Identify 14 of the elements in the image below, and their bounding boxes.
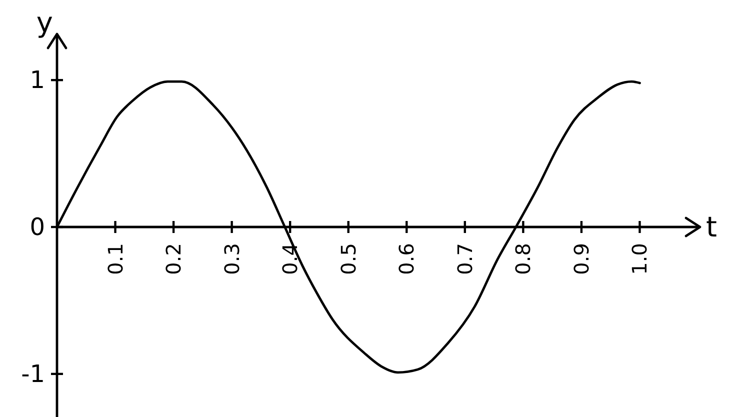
x-tick-label: 0.5 xyxy=(336,243,360,275)
y-tick-label: 1 xyxy=(30,66,45,94)
x-tick-label: 0.9 xyxy=(569,243,594,275)
x-tick-label: 0.1 xyxy=(103,243,128,275)
x-tick-label: 0.8 xyxy=(511,243,536,275)
x-tick-label: 0.7 xyxy=(452,243,477,275)
y-tick-label: -1 xyxy=(21,360,45,388)
x-axis-title: t xyxy=(706,210,717,244)
x-tick-label: 0.6 xyxy=(394,243,419,275)
y-axis-title: y xyxy=(36,6,53,39)
x-tick-label: 1.0 xyxy=(628,243,652,275)
x-tick-label: 0.3 xyxy=(220,243,244,275)
x-tick-label: 0.2 xyxy=(162,243,186,275)
y-tick-label: 0 xyxy=(30,213,45,241)
